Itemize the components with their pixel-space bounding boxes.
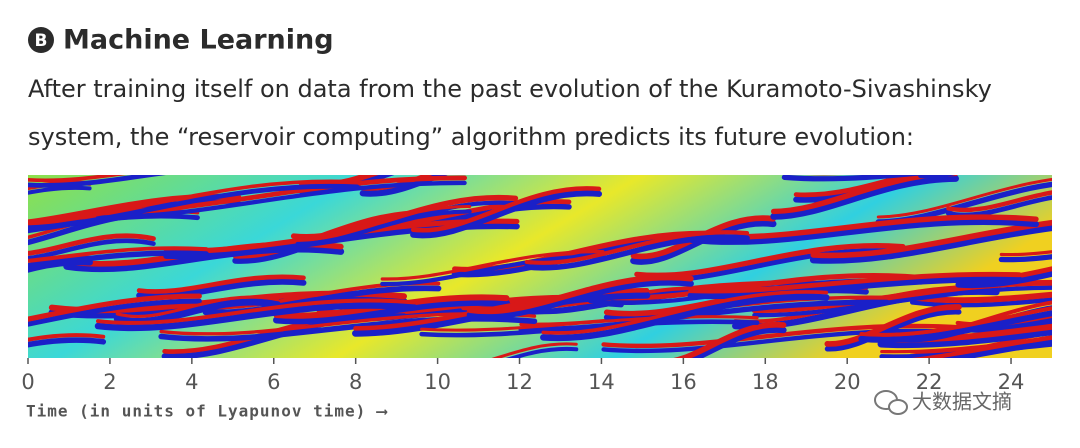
pattern-stripe [688, 219, 1039, 245]
pattern-stripe [380, 250, 605, 281]
pattern-stripe [28, 175, 127, 183]
watermark-icon [888, 399, 908, 415]
pattern-stripe [601, 328, 965, 354]
pattern-stripe [946, 190, 1052, 213]
pattern-stripe [687, 276, 1023, 300]
x-tick-label: 2 [103, 370, 116, 394]
pattern-stripe [28, 293, 202, 322]
pattern-stripe [28, 233, 156, 256]
pattern-stripe [273, 298, 510, 325]
x-tick-label: 22 [916, 370, 943, 394]
pattern-stripe [359, 175, 448, 197]
pattern-stripe [28, 193, 242, 226]
pattern-stripe [824, 304, 962, 347]
panel-letter: B [35, 31, 48, 51]
x-tick-label: 4 [185, 370, 198, 394]
pattern-stripe [96, 180, 467, 220]
pattern-stripe [28, 337, 107, 348]
x-tick-label: 6 [267, 370, 280, 394]
x-tick-label: 18 [752, 370, 779, 394]
pattern-stripe [466, 279, 694, 320]
pattern-stripe [28, 238, 156, 261]
pattern-stripe [28, 298, 202, 327]
x-tick-label: 20 [834, 370, 861, 394]
pattern-stripe [505, 346, 579, 358]
pattern-stripe [410, 186, 602, 233]
x-tick-label: 0 [21, 370, 34, 394]
pattern-stripe [63, 245, 345, 273]
pattern-stripe [877, 328, 1052, 349]
pattern-stripe [0, 147, 113, 180]
title: Machine Learning [63, 25, 334, 56]
pattern-stripe [96, 298, 416, 325]
x-tick-label: 8 [349, 370, 362, 394]
pattern-stripe [28, 250, 209, 269]
pattern-stripe [28, 179, 360, 225]
pattern-stripe [809, 224, 1052, 264]
pattern-stripe [28, 183, 360, 231]
pattern-stripe [793, 175, 917, 198]
pattern-stripe [858, 310, 1052, 343]
pattern-stripe [998, 254, 1052, 263]
pattern-stripe [688, 271, 1022, 294]
pattern-stripe [491, 342, 578, 358]
pattern-stripe [911, 335, 1052, 358]
pattern-stripe [673, 322, 787, 358]
pattern-stripe [380, 254, 605, 287]
pattern-stripe [296, 205, 472, 241]
pattern-stripe [541, 290, 829, 335]
x-tick-label: 10 [424, 370, 451, 394]
pattern-stripe [955, 270, 1052, 289]
pattern-stripe [752, 285, 1052, 318]
x-tick-label: 16 [670, 370, 697, 394]
pattern-stripe [295, 209, 472, 247]
pattern-stripe [410, 190, 603, 239]
pattern-stripe [601, 323, 965, 349]
pattern-stripe [94, 302, 418, 332]
pattern-stripe [524, 230, 750, 265]
pattern-stripe [944, 339, 1052, 358]
x-tick-label: 14 [588, 370, 615, 394]
pattern-stripe [810, 219, 1052, 259]
pattern-stripe [28, 175, 166, 188]
pattern-stripe [523, 234, 750, 271]
pattern-stripe [917, 175, 956, 179]
description-line: After training itself on data from the p… [28, 75, 992, 103]
watermark: 大数据文摘 [874, 390, 1012, 415]
pattern-stripe [805, 175, 843, 176]
pattern-stripe [28, 333, 106, 342]
pattern-stripe [419, 319, 760, 338]
pattern-stripe [688, 326, 787, 358]
x-tick-label: 12 [506, 370, 533, 394]
pattern-stripe [115, 295, 280, 319]
pattern-stripe [909, 291, 1052, 304]
pattern-stripe [28, 185, 92, 195]
pattern-stripe [540, 293, 830, 342]
heatmap [0, 146, 1075, 358]
pattern-stripe [420, 315, 759, 332]
heatmap-pattern [0, 146, 1075, 358]
pattern-stripe [876, 177, 1052, 219]
watermark-text: 大数据文摘 [912, 390, 1012, 414]
pattern-stripe [824, 309, 962, 352]
pattern-stripe [466, 274, 694, 315]
pattern-stripe [136, 274, 306, 294]
description-line: system, the “reservoir computing” algori… [28, 123, 914, 151]
x-tick-label: 24 [998, 370, 1025, 394]
x-axis-label: Time (in units of Lyapunov time) ⟶ [26, 402, 388, 421]
pattern-stripe [781, 175, 926, 182]
panel-badge [28, 27, 54, 53]
pattern-stripe [999, 250, 1052, 257]
pattern-stripe [859, 306, 1052, 337]
pattern-stripe [921, 146, 1075, 170]
pattern-stripe [28, 246, 209, 263]
pattern-stripe [770, 175, 960, 220]
